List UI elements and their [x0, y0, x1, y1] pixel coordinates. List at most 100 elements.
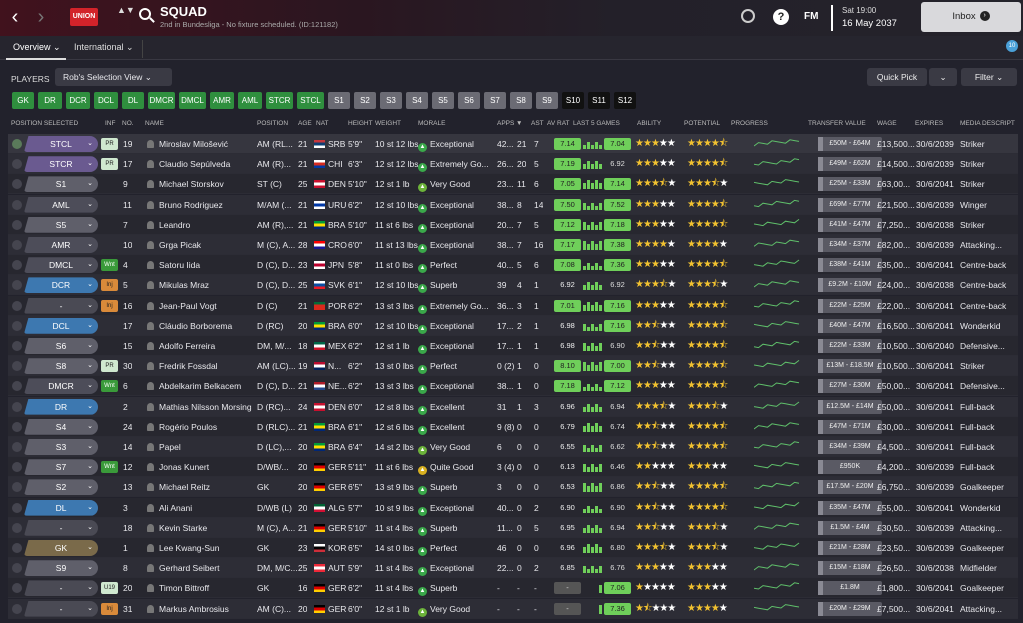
- table-row[interactable]: AML ⌄ 11 Bruno Rodriguez M/AM (... 21 URU 6'2" 1…: [8, 194, 1018, 215]
- filter-button[interactable]: Filter ⌄: [961, 68, 1017, 86]
- table-row[interactable]: DMCR ⌄ Wnt 6 Abdelkarim Belkacem D (C), D... 2…: [8, 376, 1018, 397]
- select-checkbox[interactable]: [12, 583, 22, 594]
- position-button-dcr[interactable]: DCR: [66, 92, 90, 109]
- quick-pick-dropdown[interactable]: ⌄: [929, 68, 957, 86]
- select-checkbox[interactable]: [12, 563, 22, 574]
- position-selector[interactable]: DL ⌄: [24, 499, 98, 516]
- player-name-cell[interactable]: Bruno Rodriguez: [147, 195, 257, 215]
- table-row[interactable]: STCR ⌄ PR 17 Claudio Sepúlveda AM (R)... 21 CHI…: [8, 154, 1018, 175]
- back-arrow-icon[interactable]: ‹: [11, 6, 19, 28]
- column-header-9[interactable]: MORALE: [418, 120, 446, 127]
- player-name[interactable]: Bruno Rodriguez: [159, 199, 223, 210]
- player-name[interactable]: Jonas Kunert: [159, 462, 210, 473]
- player-name-cell[interactable]: Abdelkarim Belkacem: [147, 376, 257, 396]
- player-name-cell[interactable]: Michael Storskov: [147, 174, 257, 194]
- table-row[interactable]: S1 ⌄ 9 Michael Storskov ST (C) 25 DEN 5'10" 12 s…: [8, 174, 1018, 195]
- position-selector[interactable]: S9 ⌄: [24, 560, 98, 577]
- column-header-6[interactable]: NAT: [316, 120, 329, 127]
- position-button-dr[interactable]: DR: [38, 92, 62, 109]
- position-selector[interactable]: DMCR ⌄: [24, 378, 98, 395]
- fm-logo[interactable]: FM: [804, 11, 819, 22]
- select-checkbox[interactable]: [12, 381, 22, 392]
- table-row[interactable]: DCR ⌄ Inj 5 Mikulas Mraz D (C), D... 25 SVK 6'1"…: [8, 275, 1018, 296]
- position-button-stcl[interactable]: STCL: [297, 92, 324, 109]
- player-name-cell[interactable]: Mikulas Mraz: [147, 275, 257, 295]
- position-button-s2[interactable]: S2: [354, 92, 376, 109]
- column-header-0[interactable]: POSITION SELECTED: [11, 120, 79, 127]
- select-checkbox[interactable]: [12, 522, 22, 533]
- player-name-cell[interactable]: Timon Bittroff: [147, 578, 257, 598]
- position-button-dmcr[interactable]: DMCR: [148, 92, 175, 109]
- select-checkbox[interactable]: [12, 401, 22, 412]
- position-selector[interactable]: S1 ⌄: [24, 176, 98, 193]
- player-name-cell[interactable]: Satoru Iida: [147, 255, 257, 275]
- player-name[interactable]: Rogério Poulos: [159, 421, 218, 432]
- player-name-cell[interactable]: Adolfo Ferreira: [147, 336, 257, 356]
- select-checkbox[interactable]: [12, 320, 22, 331]
- position-selector[interactable]: DMCL ⌄: [24, 257, 98, 274]
- position-selector[interactable]: S5 ⌄: [24, 216, 98, 233]
- column-header-20[interactable]: EXPIRES: [915, 120, 944, 127]
- table-row[interactable]: - ⌄ U19 20 Timon Bittroff GK 16 GER 6'2" 11 st 4 …: [8, 578, 1018, 599]
- table-row[interactable]: S5 ⌄ 7 Leandro AM (R),... 21 BRA 5'10" 11 st 6 l…: [8, 214, 1018, 235]
- select-checkbox[interactable]: [12, 139, 22, 149]
- position-button-gk[interactable]: GK: [12, 92, 34, 109]
- table-row[interactable]: S3 ⌄ 14 Papel D (LC),... 20 BRA 6'4" 14 st 2 lbs…: [8, 437, 1018, 457]
- player-name[interactable]: Cláudio Borborema: [159, 320, 233, 331]
- column-header-8[interactable]: WEIGHT: [375, 120, 401, 127]
- position-selector[interactable]: - ⌄: [24, 297, 98, 314]
- position-button-s1[interactable]: S1: [328, 92, 350, 109]
- position-selector[interactable]: DCL ⌄: [24, 317, 98, 334]
- position-button-s4[interactable]: S4: [406, 92, 428, 109]
- position-button-s12[interactable]: S12: [614, 92, 636, 109]
- position-button-aml[interactable]: AML: [238, 92, 262, 109]
- player-name-cell[interactable]: Cláudio Borborema: [147, 316, 257, 336]
- column-header-17[interactable]: PROGRESS: [731, 120, 768, 127]
- player-name[interactable]: Mikulas Mraz: [159, 280, 210, 291]
- table-row[interactable]: S7 ⌄ Wnt 12 Jonas Kunert D/WB/... 20 GER 5'11" 11…: [8, 457, 1018, 478]
- player-name[interactable]: Michael Storskov: [159, 179, 224, 190]
- player-name[interactable]: Jean-Paul Vogt: [159, 300, 217, 311]
- position-selector[interactable]: S6 ⌄: [24, 338, 98, 354]
- select-checkbox[interactable]: [12, 341, 22, 351]
- table-row[interactable]: DCL ⌄ 17 Cláudio Borborema D (RC) 20 BRA 6'0" 12…: [8, 315, 1018, 336]
- position-selector[interactable]: DR ⌄: [24, 398, 98, 415]
- position-button-dmcl[interactable]: DMCL: [179, 92, 206, 109]
- position-button-stcr[interactable]: STCR: [266, 92, 293, 109]
- table-row[interactable]: S6 ⌄ 15 Adolfo Ferreira DM, M/... 18 MEX 6'2" 12…: [8, 336, 1018, 356]
- player-name[interactable]: Satoru Iida: [159, 260, 201, 271]
- select-checkbox[interactable]: [12, 179, 22, 190]
- search-icon[interactable]: [139, 8, 151, 20]
- select-checkbox[interactable]: [12, 442, 22, 452]
- select-checkbox[interactable]: [12, 502, 22, 513]
- position-selector[interactable]: - ⌄: [24, 600, 98, 617]
- column-header-13[interactable]: AV RAT: [547, 120, 570, 127]
- table-row[interactable]: STCL ⌄ PR 19 Miroslav Milošević AM (RL... 21 SR…: [8, 134, 1018, 154]
- tab-international[interactable]: International ⌄: [74, 42, 134, 52]
- column-header-7[interactable]: HEIGHT: [348, 120, 373, 127]
- table-row[interactable]: S4 ⌄ 24 Rogério Poulos D (RLC)... 21 BRA 6'1" 12…: [8, 416, 1018, 437]
- select-checkbox[interactable]: [12, 361, 22, 372]
- column-header-1[interactable]: INF: [105, 120, 116, 127]
- table-row[interactable]: S2 ⌄ 13 Michael Reitz GK 20 GER 6'5" 13 st 9 lbs…: [8, 477, 1018, 498]
- player-name[interactable]: Fredrik Fossdal: [159, 361, 218, 372]
- column-header-4[interactable]: POSITION: [257, 120, 289, 127]
- player-name[interactable]: Abdelkarim Belkacem: [159, 381, 242, 392]
- quick-pick-button[interactable]: Quick Pick: [867, 68, 927, 86]
- table-row[interactable]: - ⌄ Inj 16 Jean-Paul Vogt D (C) 21 POR 6'2" 13 st…: [8, 295, 1018, 316]
- position-button-amr[interactable]: AMR: [210, 92, 234, 109]
- position-selector[interactable]: STCR ⌄: [24, 156, 98, 173]
- player-name-cell[interactable]: Fredrik Fossdal: [147, 356, 257, 376]
- position-selector[interactable]: GK ⌄: [24, 540, 98, 556]
- player-name[interactable]: Miroslav Milošević: [159, 139, 228, 149]
- position-selector[interactable]: S8 ⌄: [24, 358, 98, 375]
- column-header-21[interactable]: MEDIA DESCRIPT: [960, 120, 1015, 127]
- position-selector[interactable]: S2 ⌄: [24, 479, 98, 496]
- player-name-cell[interactable]: Papel: [147, 437, 257, 457]
- club-logo[interactable]: UNION: [70, 8, 98, 26]
- player-name[interactable]: Kevin Starke: [159, 522, 208, 533]
- select-checkbox[interactable]: [12, 280, 22, 291]
- inbox-button[interactable]: Inbox ›: [921, 2, 1021, 32]
- select-checkbox[interactable]: [12, 421, 22, 432]
- column-header-3[interactable]: NAME: [145, 120, 164, 127]
